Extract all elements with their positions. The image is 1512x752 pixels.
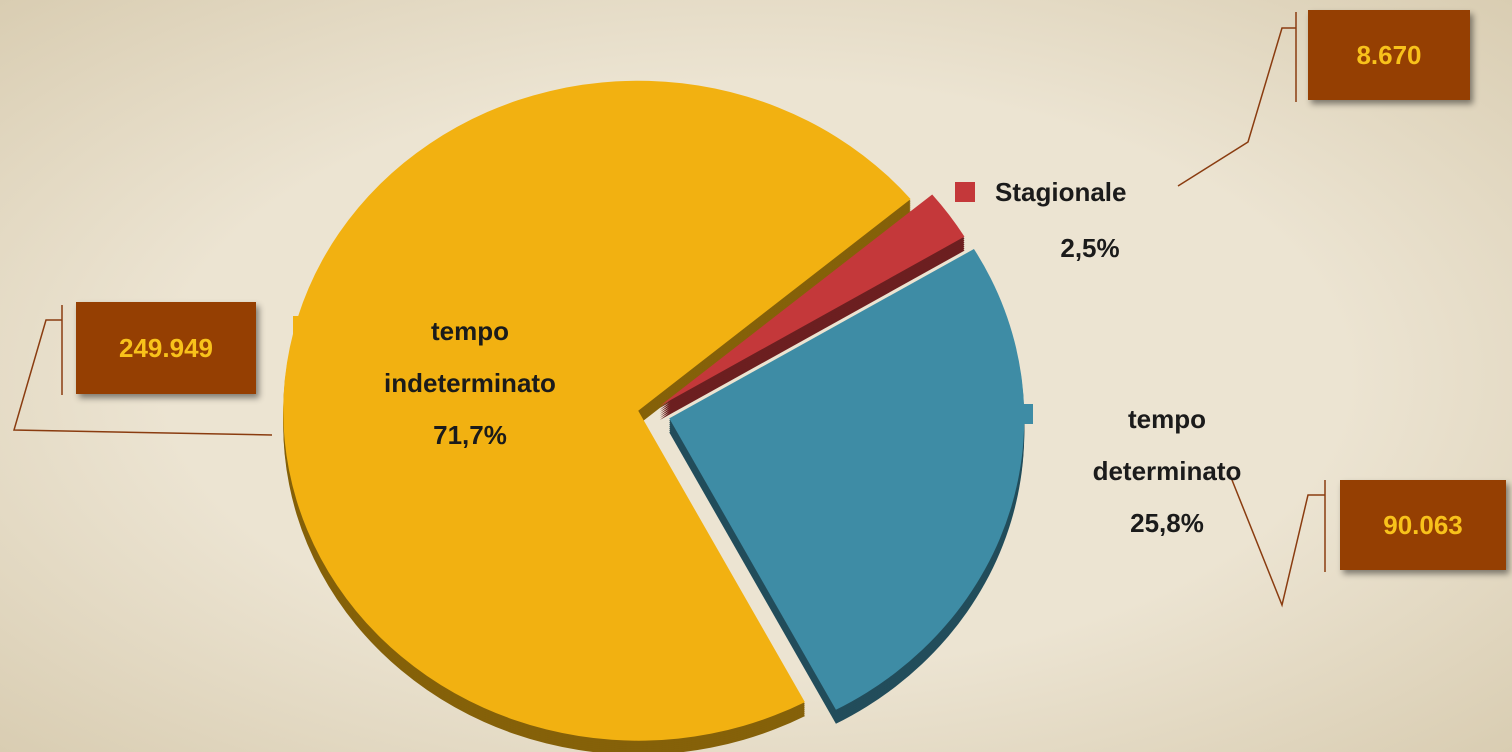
slice-label: tempo determinato 25,8% bbox=[1062, 393, 1272, 549]
leader-line bbox=[1177, 27, 1296, 187]
value-label: 25,8% bbox=[1130, 508, 1204, 538]
count-box: 90.063 bbox=[1340, 480, 1506, 570]
slice bbox=[669, 248, 1025, 710]
legend-marker bbox=[1013, 404, 1033, 424]
leader-line bbox=[13, 319, 273, 436]
leader-lines bbox=[13, 12, 1326, 608]
legend-marker bbox=[293, 316, 313, 336]
pie bbox=[283, 80, 1025, 752]
slice bbox=[659, 194, 965, 407]
category-label: tempo indeterminato bbox=[384, 316, 556, 398]
count-box: 249.949 bbox=[76, 302, 256, 394]
category-label: Stagionale bbox=[995, 177, 1127, 207]
slice bbox=[283, 80, 911, 741]
leader-line bbox=[1229, 474, 1325, 608]
count-box: 8.670 bbox=[1308, 10, 1470, 100]
category-label: tempo determinato bbox=[1092, 404, 1242, 486]
legend-marker bbox=[955, 182, 975, 202]
value-label: 71,7% bbox=[433, 420, 507, 450]
value-label: 2,5% bbox=[1060, 233, 1120, 263]
slice-label: tempo indeterminato 71,7% bbox=[355, 305, 585, 461]
